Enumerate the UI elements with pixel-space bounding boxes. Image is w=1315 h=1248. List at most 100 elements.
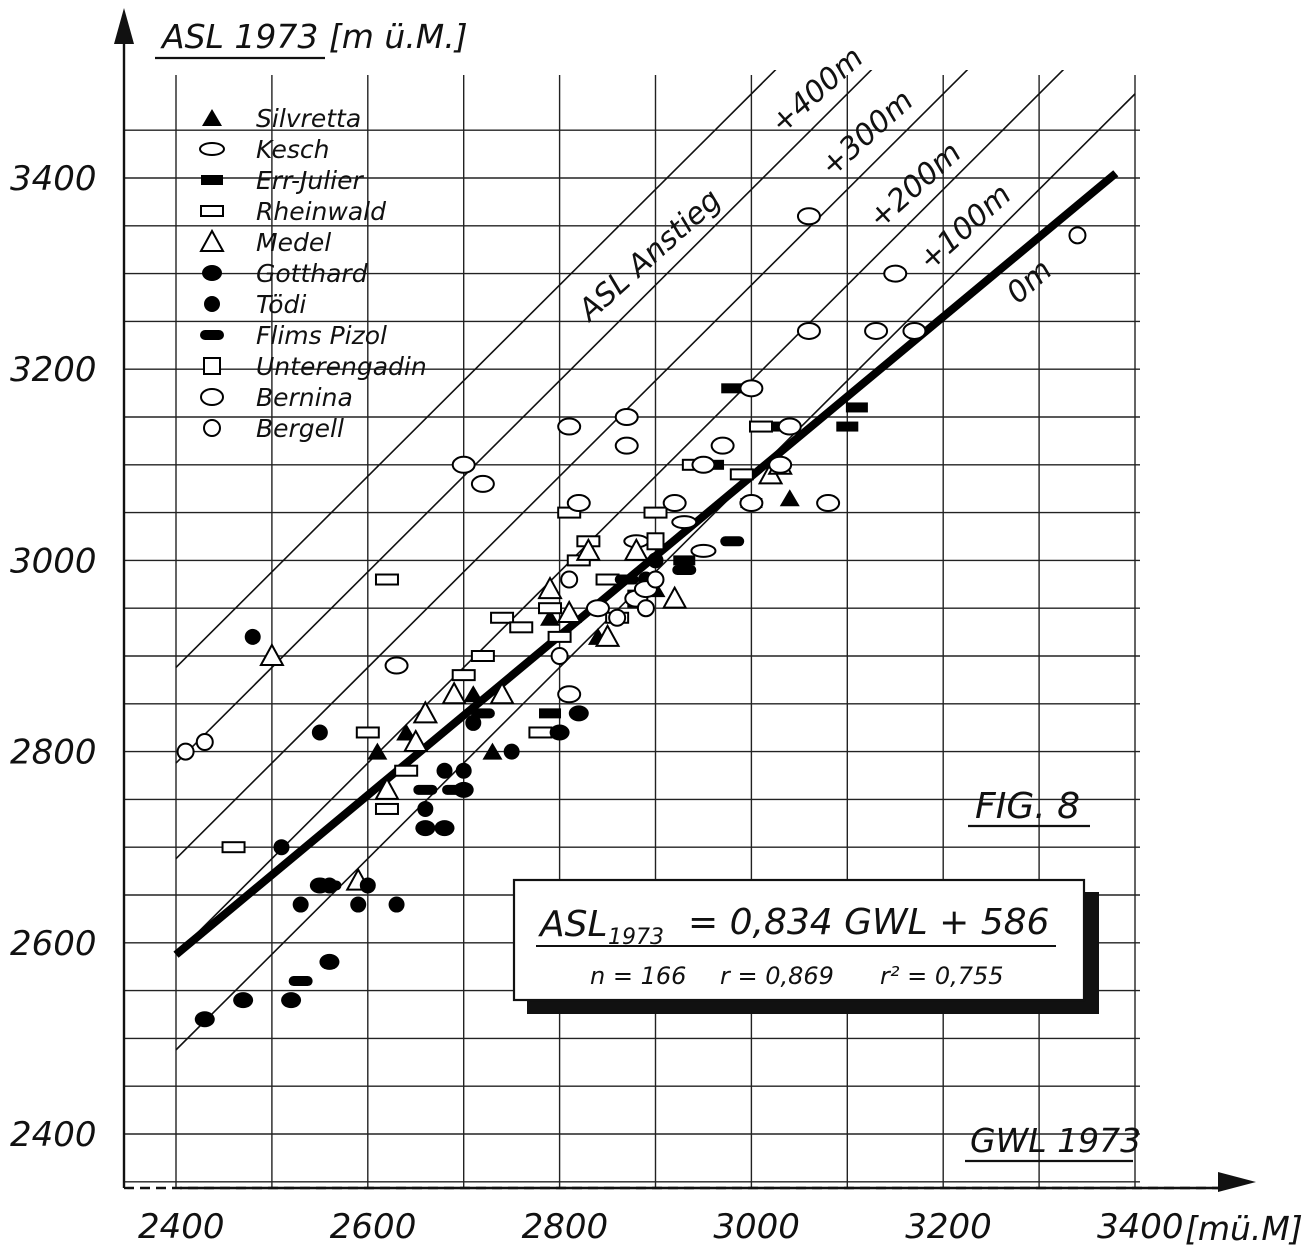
data-point <box>646 570 665 589</box>
data-point <box>710 436 735 455</box>
y-tick-label: 3000 <box>10 541 97 581</box>
x-tick-label: 3400 <box>1097 1207 1184 1247</box>
data-point <box>690 543 717 558</box>
stat-r: r = 0,869 <box>720 962 834 990</box>
legend-label: Gotthard <box>256 259 368 288</box>
data-point <box>721 383 744 394</box>
data-point <box>465 714 482 731</box>
data-point <box>259 642 285 666</box>
equation-box: ASL 1973 = 0,834 GWL + 586 n = 166 r = 0… <box>512 878 1099 1014</box>
legend-label: Err-Julier <box>256 166 364 195</box>
data-point <box>550 647 569 665</box>
x-tick-label: 2600 <box>330 1207 417 1247</box>
data-point <box>547 630 572 643</box>
stat-n: n = 166 <box>590 962 686 990</box>
data-point <box>768 455 793 474</box>
legend-label: Bergell <box>256 414 344 443</box>
data-point <box>489 681 515 705</box>
data-points <box>176 207 1087 1028</box>
x-tick-label: 3000 <box>713 1207 800 1247</box>
data-point <box>836 421 859 432</box>
y-axis-title: ASL 1973 [m ü.M.] <box>160 17 468 56</box>
data-point <box>739 494 764 513</box>
data-point <box>560 570 579 589</box>
data-point <box>455 762 472 779</box>
data-point <box>796 321 821 340</box>
legend-label: Medel <box>256 228 331 257</box>
data-point <box>608 608 627 627</box>
data-point <box>796 207 821 226</box>
data-point <box>394 764 419 777</box>
data-point <box>176 742 195 761</box>
data-point <box>748 420 773 433</box>
data-point <box>273 839 290 856</box>
y-tick-labels: 2400 2600 2800 3000 3200 3400 <box>10 159 97 1155</box>
data-point <box>384 656 409 675</box>
axes <box>114 8 1256 1192</box>
data-point <box>568 705 589 722</box>
data-point <box>221 841 246 854</box>
data-point <box>729 468 754 481</box>
data-point <box>233 992 254 1009</box>
legend-label: Unterengadin <box>256 352 427 381</box>
data-point <box>374 802 399 815</box>
data-point <box>470 650 495 662</box>
data-point <box>671 515 698 530</box>
data-point <box>396 723 417 741</box>
data-point <box>540 608 561 626</box>
data-point <box>585 599 610 618</box>
legend-marker <box>199 228 225 252</box>
data-point <box>490 611 515 624</box>
data-point <box>673 555 696 566</box>
data-point <box>288 976 313 987</box>
x-tick-label: 3200 <box>905 1207 992 1247</box>
y-tick-label: 2400 <box>10 1115 97 1155</box>
data-point <box>636 599 655 618</box>
data-point <box>556 599 582 623</box>
x-tick-label: 2800 <box>522 1207 609 1247</box>
legend-marker <box>200 205 224 217</box>
data-point <box>355 726 380 739</box>
data-point <box>661 585 688 609</box>
data-point <box>777 417 802 436</box>
y-tick-label: 3200 <box>10 350 97 390</box>
legend-marker <box>203 357 221 375</box>
legend-label: Bernina <box>256 383 353 412</box>
data-point <box>643 506 668 519</box>
data-point <box>614 574 639 585</box>
legend-label: Kesch <box>256 135 330 164</box>
data-point <box>691 455 716 474</box>
stat-r2: r² = 0,755 <box>880 962 1004 990</box>
data-point <box>575 537 602 561</box>
data-point <box>374 573 399 586</box>
data-point <box>244 628 261 645</box>
data-point <box>503 743 520 760</box>
data-point <box>359 877 376 894</box>
data-point <box>442 784 467 795</box>
data-point <box>614 408 639 426</box>
data-point <box>509 621 534 634</box>
data-point <box>482 742 503 760</box>
data-point <box>470 708 495 719</box>
data-point <box>470 474 495 493</box>
legend-marker <box>200 388 224 406</box>
data-point <box>662 494 687 513</box>
data-point <box>549 724 570 741</box>
data-point <box>883 264 908 283</box>
legend-marker <box>203 419 221 437</box>
data-point <box>403 728 429 753</box>
data-point <box>441 681 467 705</box>
y-tick-label: 2600 <box>10 924 97 964</box>
offset-line <box>175 70 777 669</box>
data-point <box>451 455 476 474</box>
data-point <box>557 685 582 704</box>
data-point <box>436 762 453 779</box>
data-point <box>902 321 927 340</box>
data-point <box>539 708 562 719</box>
figure-label: FIG. 8 <box>975 786 1080 827</box>
data-point <box>417 800 434 817</box>
data-point <box>194 1011 215 1028</box>
data-point <box>1068 226 1087 245</box>
data-point <box>864 321 889 340</box>
legend-marker <box>201 175 223 185</box>
